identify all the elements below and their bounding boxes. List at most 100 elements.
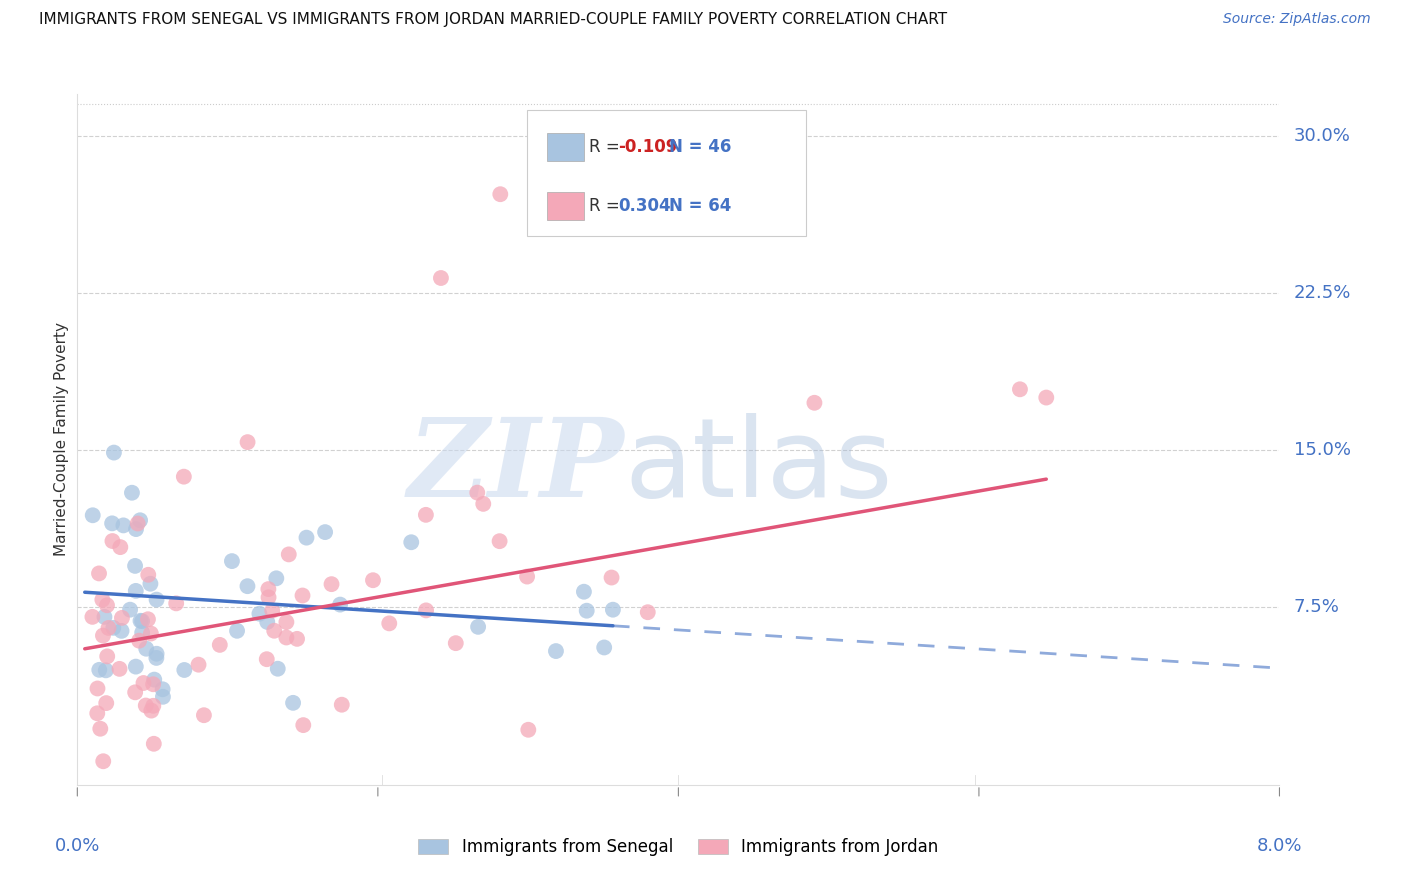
Point: [124, 685, 146, 699]
Point: [291, 589, 314, 603]
Point: [93, 610, 115, 624]
Text: 8.0%: 8.0%: [1257, 837, 1302, 855]
Point: [125, 659, 148, 673]
Point: [101, 516, 124, 531]
Text: IMMIGRANTS FROM SENEGAL VS IMMIGRANTS FROM JORDAN MARRIED-COUPLE FAMILY POVERTY : IMMIGRANTS FROM SENEGAL VS IMMIGRANTS FR…: [39, 12, 948, 28]
Point: [193, 708, 215, 723]
Point: [112, 518, 135, 533]
Point: [142, 677, 165, 691]
Point: [89, 722, 111, 736]
Point: [256, 652, 278, 666]
Point: [292, 718, 315, 732]
Point: [1035, 391, 1057, 405]
Point: [135, 641, 157, 656]
Point: [257, 582, 280, 596]
Point: [110, 540, 132, 554]
Point: [472, 497, 495, 511]
Point: [135, 698, 157, 713]
Point: [145, 647, 167, 661]
Point: [128, 633, 150, 648]
Point: [125, 583, 148, 598]
Text: -0.109: -0.109: [619, 138, 678, 156]
Point: [96, 599, 118, 613]
Point: [97, 621, 120, 635]
Text: N = 46: N = 46: [669, 138, 731, 156]
Point: [430, 271, 453, 285]
Point: [236, 435, 259, 450]
Point: [91, 754, 114, 768]
Point: [143, 673, 166, 687]
Text: 0.304: 0.304: [619, 196, 671, 215]
Point: [187, 657, 209, 672]
Point: [131, 614, 153, 628]
Point: [110, 624, 132, 638]
Point: [361, 573, 384, 587]
Point: [87, 566, 110, 581]
Point: [141, 704, 163, 718]
Point: [132, 676, 155, 690]
Point: [129, 513, 152, 527]
Point: [221, 554, 243, 568]
Point: [444, 636, 467, 650]
Text: R =: R =: [589, 196, 626, 215]
Point: [593, 640, 616, 655]
Point: [467, 620, 489, 634]
Text: 22.5%: 22.5%: [1294, 284, 1351, 301]
Point: [330, 698, 353, 712]
Point: [173, 663, 195, 677]
Point: [249, 607, 271, 621]
Point: [267, 662, 290, 676]
Point: [1008, 382, 1031, 396]
Text: ZIP: ZIP: [408, 413, 624, 521]
Point: [124, 558, 146, 573]
Point: [86, 681, 108, 696]
Text: 0.0%: 0.0%: [55, 837, 100, 855]
Point: [103, 445, 125, 459]
Y-axis label: Married-Couple Family Poverty: Married-Couple Family Poverty: [53, 322, 69, 557]
Point: [378, 616, 401, 631]
Point: [139, 576, 162, 591]
Point: [276, 631, 298, 645]
Point: [488, 534, 510, 549]
Legend: Immigrants from Senegal, Immigrants from Jordan: Immigrants from Senegal, Immigrants from…: [419, 838, 938, 856]
Text: Source: ZipAtlas.com: Source: ZipAtlas.com: [1223, 12, 1371, 27]
Point: [226, 624, 249, 638]
Point: [127, 516, 149, 531]
Point: [120, 603, 142, 617]
Point: [544, 644, 567, 658]
Point: [329, 598, 352, 612]
Point: [152, 682, 174, 697]
Point: [415, 603, 437, 617]
Point: [637, 605, 659, 619]
Text: atlas: atlas: [624, 414, 893, 520]
Point: [281, 696, 304, 710]
Point: [86, 706, 108, 721]
Text: 15.0%: 15.0%: [1294, 441, 1351, 458]
Point: [103, 621, 125, 635]
Point: [399, 535, 422, 549]
Point: [208, 638, 231, 652]
Point: [152, 690, 174, 704]
Point: [145, 592, 167, 607]
Point: [572, 584, 595, 599]
Point: [142, 737, 165, 751]
Point: [517, 723, 540, 737]
Point: [173, 469, 195, 483]
Point: [125, 522, 148, 536]
Point: [94, 663, 117, 677]
Point: [415, 508, 437, 522]
Point: [602, 603, 624, 617]
Point: [129, 614, 152, 628]
Point: [465, 485, 488, 500]
Point: [277, 548, 299, 562]
Text: N = 64: N = 64: [669, 196, 731, 215]
Point: [108, 662, 131, 676]
Point: [96, 649, 118, 664]
Point: [82, 508, 104, 523]
Point: [321, 577, 343, 591]
Point: [314, 525, 336, 540]
Point: [136, 567, 159, 582]
Point: [165, 596, 187, 610]
Point: [142, 698, 165, 713]
Point: [295, 531, 318, 545]
